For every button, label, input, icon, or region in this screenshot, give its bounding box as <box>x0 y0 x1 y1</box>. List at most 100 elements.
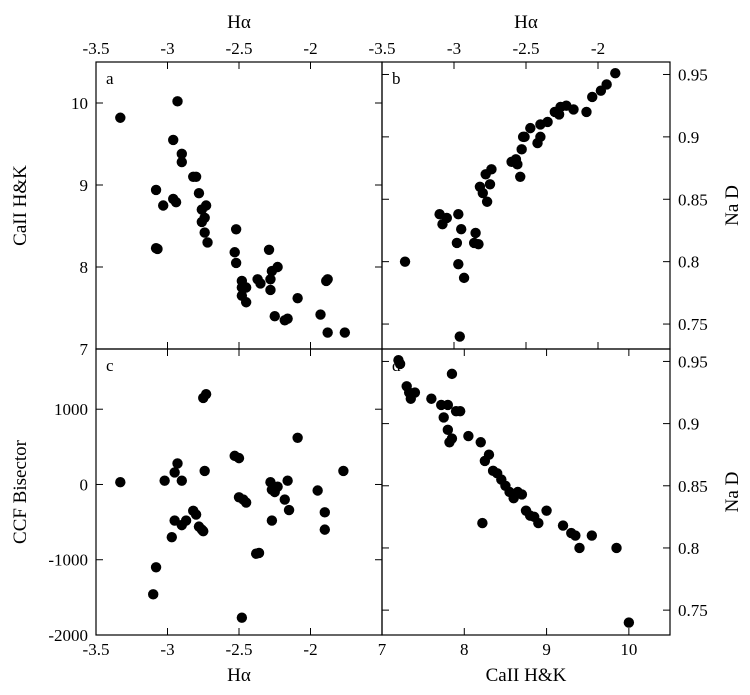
panel-a-xlabel: Hα <box>227 12 251 33</box>
panel-d-point-31 <box>533 517 544 529</box>
panel-c-point-10 <box>180 515 192 526</box>
panel-c-point-23 <box>240 497 252 508</box>
panel-a-point-34 <box>272 261 283 273</box>
panel-b-point-5 <box>451 237 463 249</box>
panel-b-point-38 <box>610 68 621 79</box>
panel-b-point-15 <box>484 179 496 190</box>
panel-a-point-1 <box>172 96 183 107</box>
panel-a-point-22 <box>230 257 242 269</box>
panel-a-point-19 <box>202 237 213 248</box>
panel-c-point-3 <box>159 475 170 486</box>
panel-b-point-16 <box>481 196 493 207</box>
panel-a-point-20 <box>230 224 242 235</box>
panel-b-ytick-label-1: 0.8 <box>678 253 699 272</box>
panel-c-ytick-label-3: 1000 <box>54 400 88 419</box>
panel-c-point-9 <box>176 475 187 486</box>
panel-a-xtick-label-0: -3.5 <box>83 39 110 58</box>
panel-d-point-34 <box>570 530 581 541</box>
panel-c-frame <box>95 348 383 636</box>
panel-a-point-3 <box>158 200 169 211</box>
panel-c-point-33 <box>282 475 293 486</box>
panel-b-ytick-label-3: 0.9 <box>678 128 699 147</box>
panel-d-xlabel: CaII H&K <box>486 665 567 686</box>
panel-d-xtick-label-2: 9 <box>542 640 551 659</box>
panel-c-letter: c <box>106 356 114 375</box>
panel-b-point-20 <box>512 159 523 170</box>
panel-a-point-18 <box>199 227 210 238</box>
panel-a-point-42 <box>322 327 333 338</box>
panel-b-ylabel: Na D <box>722 185 743 226</box>
panel-d-point-38 <box>623 617 635 628</box>
panel-b-point-21 <box>515 171 526 182</box>
panel-d-point-8 <box>442 399 454 411</box>
panel-b-point-24 <box>525 122 536 134</box>
panel-b-point-10 <box>473 238 484 250</box>
panel-a-point-27 <box>240 297 252 308</box>
panel-d-point-11 <box>438 412 449 423</box>
panel-b-point-39 <box>519 131 530 143</box>
panel-a-point-29 <box>255 278 266 289</box>
panel-c-ytick-label-1: -1000 <box>48 551 88 570</box>
panel-b-ytick-label-4: 0.95 <box>678 65 708 84</box>
panel-a-point-2 <box>150 184 162 196</box>
panel-c-ytick-label-0: -2000 <box>48 626 88 645</box>
panel-c-point-17 <box>199 465 210 477</box>
panel-c-ytick-label-2: 0 <box>80 475 89 494</box>
panel-d-xtick-label-0: 7 <box>378 640 387 659</box>
panel-b-point-17 <box>486 164 497 175</box>
panel-c-point-39 <box>338 465 349 477</box>
panel-a-point-13 <box>193 188 205 199</box>
panel-d-xtick-label-3: 10 <box>620 640 637 659</box>
panel-a-letter: a <box>106 69 114 88</box>
panel-c-point-18 <box>198 525 209 537</box>
panel-d-point-17 <box>475 437 486 448</box>
panel-a-point-30 <box>263 244 275 255</box>
panel-a-point-38 <box>292 292 303 304</box>
panel-d-ylabel: Na D <box>722 472 743 513</box>
panel-c-xtick-label-1: -3 <box>160 640 174 659</box>
panel-c-point-7 <box>169 467 180 478</box>
panel-c-point-16 <box>200 388 212 400</box>
panel-d-point-6 <box>426 393 437 404</box>
panel-a-point-5 <box>150 242 162 254</box>
panel-d-xtick-label-1: 8 <box>460 640 469 659</box>
panel-b-point-28 <box>542 116 553 128</box>
panel-c-xlabel: Hα <box>227 665 251 686</box>
panel-c-ylabel: CCF Bisector <box>10 439 31 544</box>
panel-a: a -3.5 -3 -2.5 -2 7 8 9 10 Hα CaII H&K <box>10 12 383 359</box>
panel-a-point-33 <box>265 284 276 296</box>
panel-d-point-14 <box>446 433 458 444</box>
panel-a-frame <box>95 61 383 350</box>
panel-a-point-43 <box>339 327 351 338</box>
panel-d-point-37 <box>611 542 622 554</box>
panel-b-point-26 <box>535 131 546 143</box>
panel-c-point-4 <box>166 531 177 543</box>
panel-b-xtick-label-0: -3.5 <box>369 39 396 58</box>
panel-d-point-27 <box>516 489 528 500</box>
panel-d-point-5 <box>409 387 421 398</box>
panel-b-xlabel: Hα <box>514 12 538 33</box>
panel-b-point-8 <box>458 272 470 284</box>
panel-c-point-0 <box>115 477 126 488</box>
panel-c-point-37 <box>319 507 330 518</box>
panel-d-point-1 <box>394 358 406 370</box>
panels: a -3.5 -3 -2.5 -2 7 8 9 10 Hα CaII H&K b -3.5 -3 -2.5 -… <box>10 12 743 686</box>
panel-a-point-6 <box>168 134 179 146</box>
panel-a-ytick-label-1: 8 <box>80 258 89 277</box>
panel-d-point-32 <box>557 520 569 531</box>
panel-c-point-1 <box>148 589 159 600</box>
panel-a-point-7 <box>176 148 187 160</box>
panel-c-point-34 <box>283 504 295 516</box>
panel-d-ytick-label-2: 0.85 <box>678 477 708 496</box>
panel-a-point-39 <box>315 309 326 320</box>
panel-c-point-32 <box>279 494 290 505</box>
panel-a-point-32 <box>265 274 276 285</box>
panel-a-xtick-label-2: -2.5 <box>226 39 253 58</box>
panel-d-point-36 <box>586 530 598 541</box>
panel-b-point-13 <box>477 187 488 199</box>
panel-b-point-40 <box>454 331 465 342</box>
panel-a-point-35 <box>269 311 280 322</box>
panel-d-point-16 <box>463 430 474 442</box>
